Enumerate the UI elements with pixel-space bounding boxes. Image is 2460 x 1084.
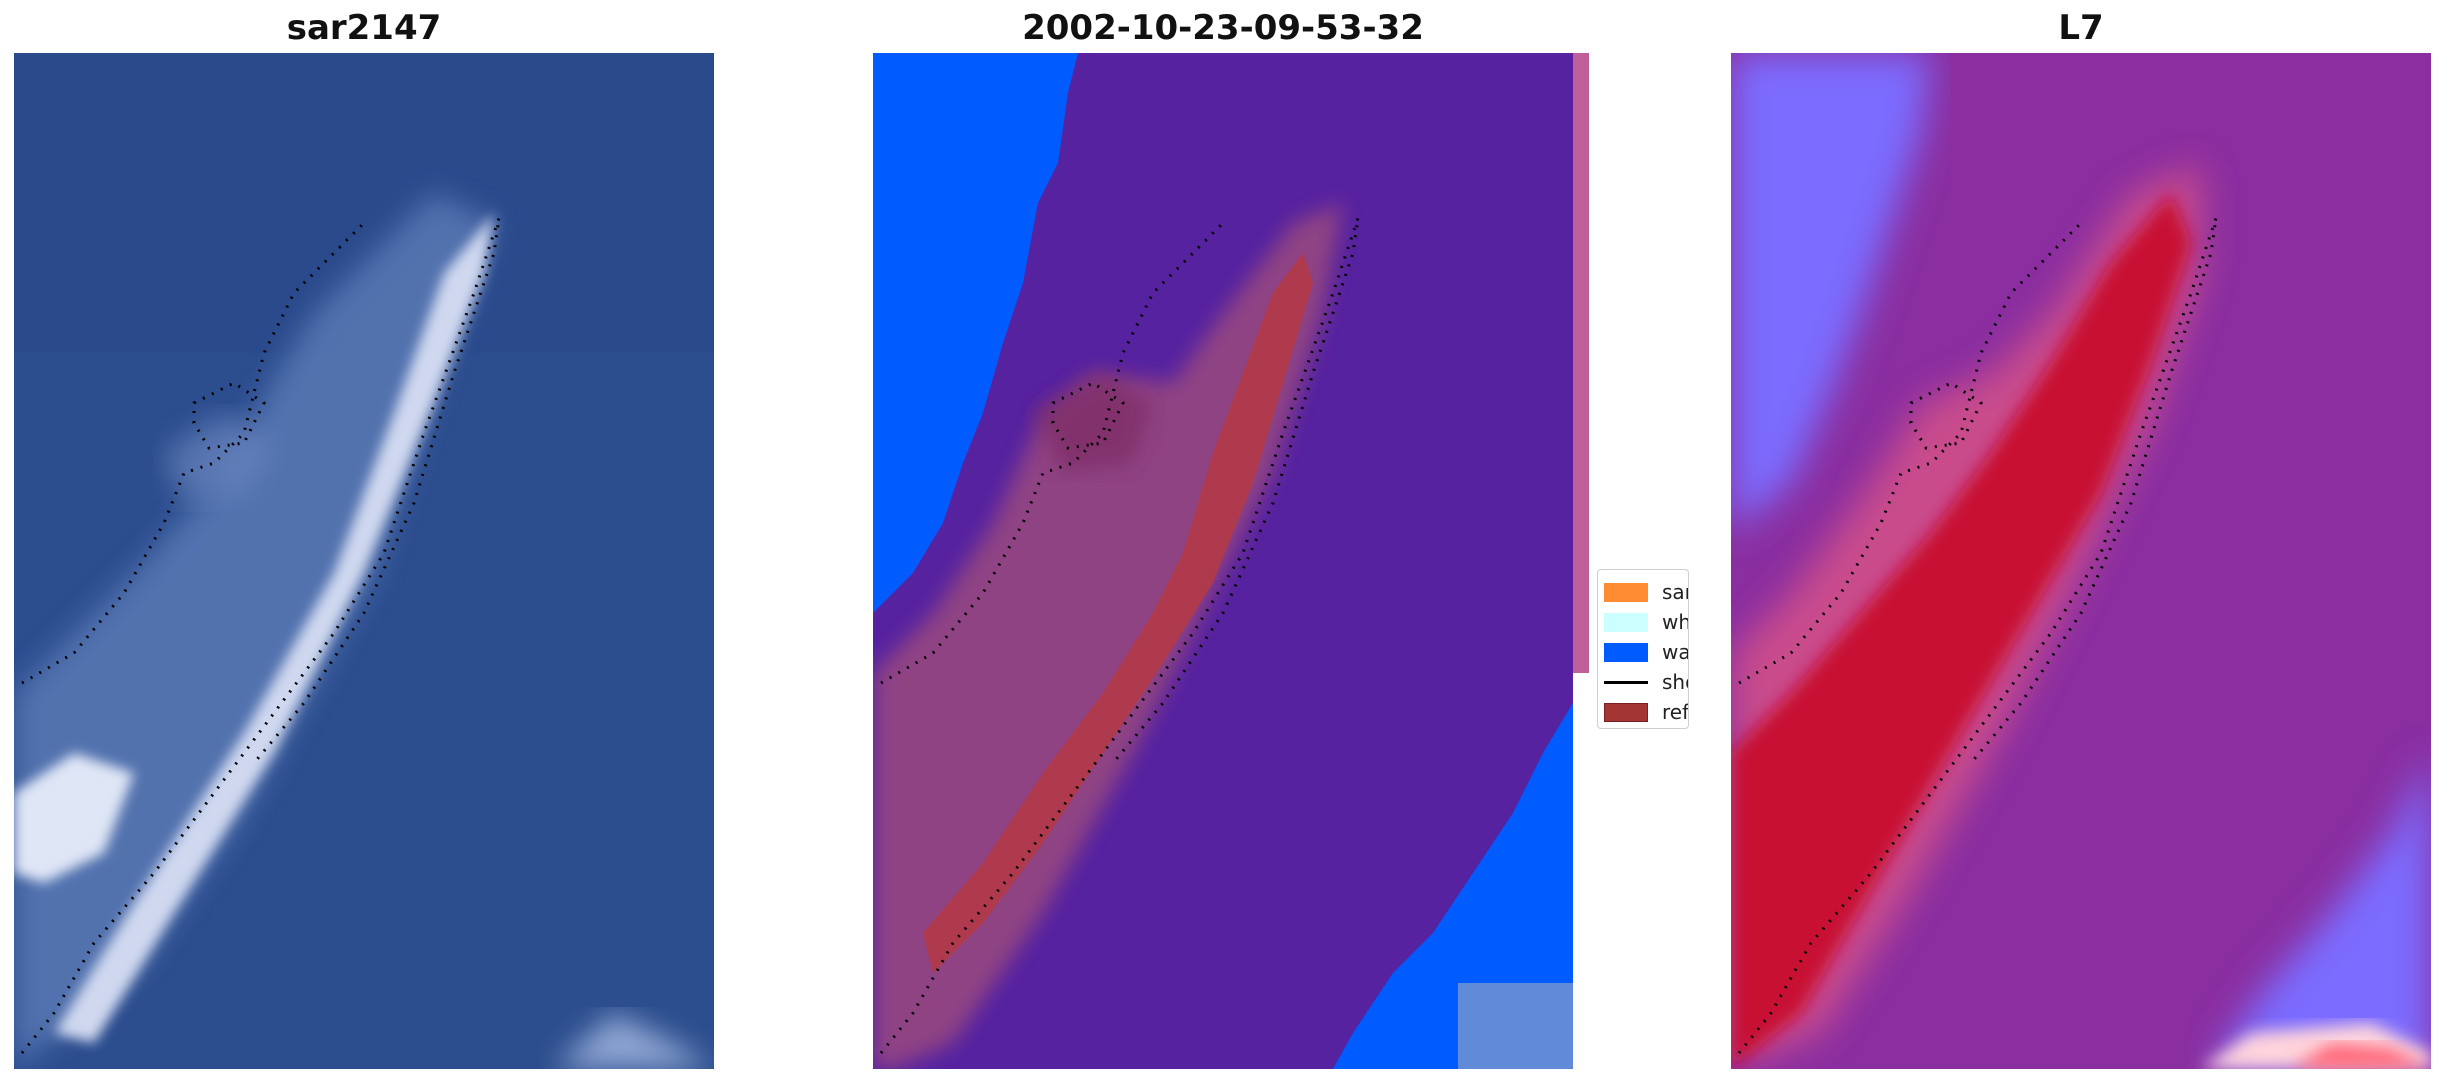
legend-swatch-reference — [1604, 702, 1648, 722]
legend-item-reference: reference — [1604, 700, 1689, 724]
index-image-panel — [1731, 53, 2431, 1069]
panel-title-rgb: sar2147 — [286, 8, 442, 48]
legend-swatch-water — [1604, 642, 1648, 662]
panel-title-index: L7 — [2058, 8, 2104, 48]
legend-swatch-whitewater — [1604, 612, 1648, 632]
legend-item-shoreline: shoreline — [1604, 670, 1688, 694]
classified-image — [873, 53, 1573, 1069]
legend-label-whitewater: whitewater — [1662, 610, 1689, 634]
legend-label-water: water — [1662, 640, 1689, 664]
legend-item-water: water — [1604, 640, 1689, 664]
index-image — [1731, 53, 2431, 1069]
legend: sand whitewater water shoreline referenc… — [1597, 569, 1689, 729]
legend-label-sand: sand — [1662, 580, 1688, 604]
legend-label-shoreline: shoreline — [1662, 670, 1688, 694]
rgb-image-panel — [14, 53, 714, 1069]
legend-item-whitewater: whitewater — [1604, 610, 1689, 634]
rgb-image — [14, 53, 714, 1069]
legend-item-sand: sand — [1604, 580, 1688, 604]
legend-label-reference: reference — [1662, 700, 1689, 724]
panel-title-classified: 2002-10-23-09-53-32 — [1022, 8, 1424, 48]
classified-edge-strip — [1573, 53, 1589, 673]
legend-line-shoreline — [1604, 680, 1648, 684]
classified-image-panel — [873, 53, 1573, 1069]
legend-swatch-sand — [1604, 582, 1648, 602]
